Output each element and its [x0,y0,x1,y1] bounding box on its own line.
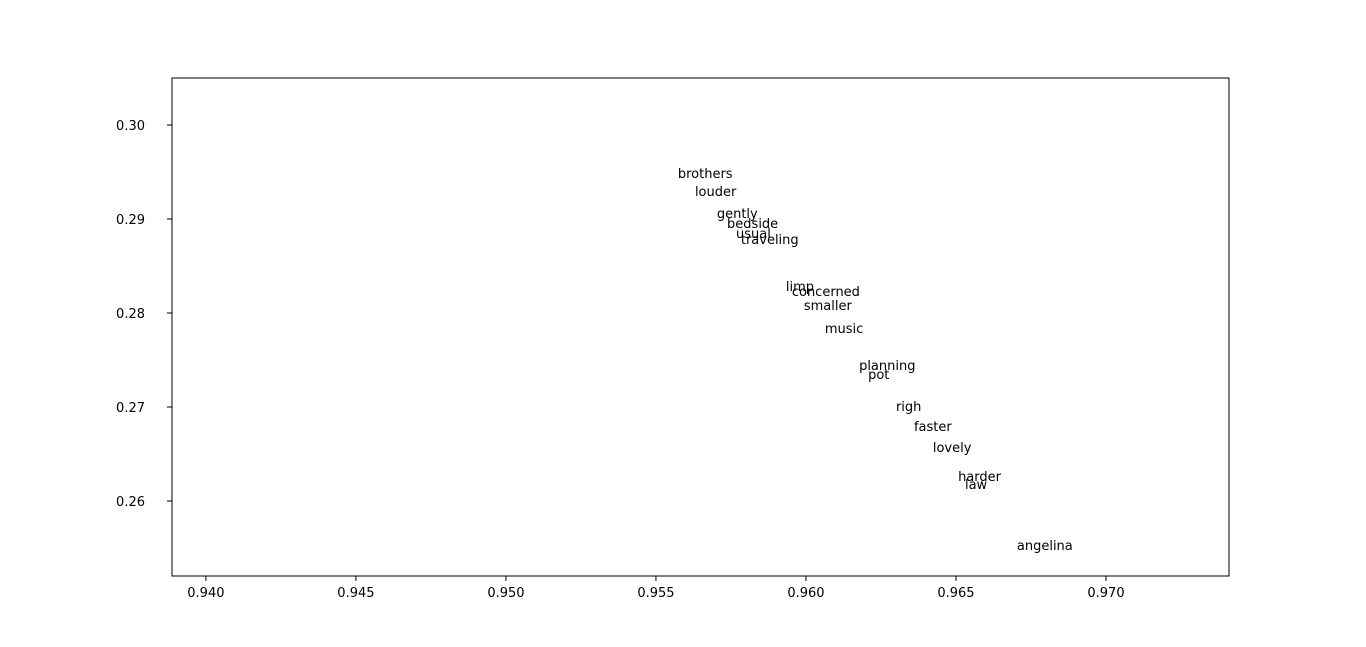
point-label: usual [736,227,771,242]
point-label: pot [868,368,889,383]
x-tick-label: 0.960 [787,586,824,601]
x-tick-label: 0.965 [937,586,974,601]
y-tick-label: 0.26 [116,495,145,510]
point-label: traveling [741,233,799,248]
axes-frame [171,77,1230,577]
x-tick-label: 0.950 [487,586,524,601]
point-label: angelina [1017,539,1073,554]
point-label: righ [896,400,921,415]
y-tick-label: 0.30 [116,119,145,134]
point-label: harder [958,470,1002,485]
x-tick-label: 0.940 [187,586,224,601]
y-tick-label: 0.29 [116,213,145,228]
point-label: smaller [804,299,853,314]
y-tick-label: 0.27 [116,401,145,416]
y-tick-label: 0.28 [116,307,145,322]
point-label: lovely [933,441,972,456]
x-tick-label: 0.955 [637,586,674,601]
point-label: law [965,478,988,493]
point-label: faster [914,420,952,435]
point-label: louder [695,185,737,200]
point-label: bedside [727,217,778,232]
point-label: gently [717,207,758,222]
point-label: music [825,322,863,337]
point-label: concerned [792,285,860,300]
point-label: brothers [678,167,733,182]
x-tick-label: 0.945 [337,586,374,601]
point-label: limp [786,280,814,295]
x-tick-label: 0.970 [1087,586,1124,601]
point-label: planning [859,359,915,374]
